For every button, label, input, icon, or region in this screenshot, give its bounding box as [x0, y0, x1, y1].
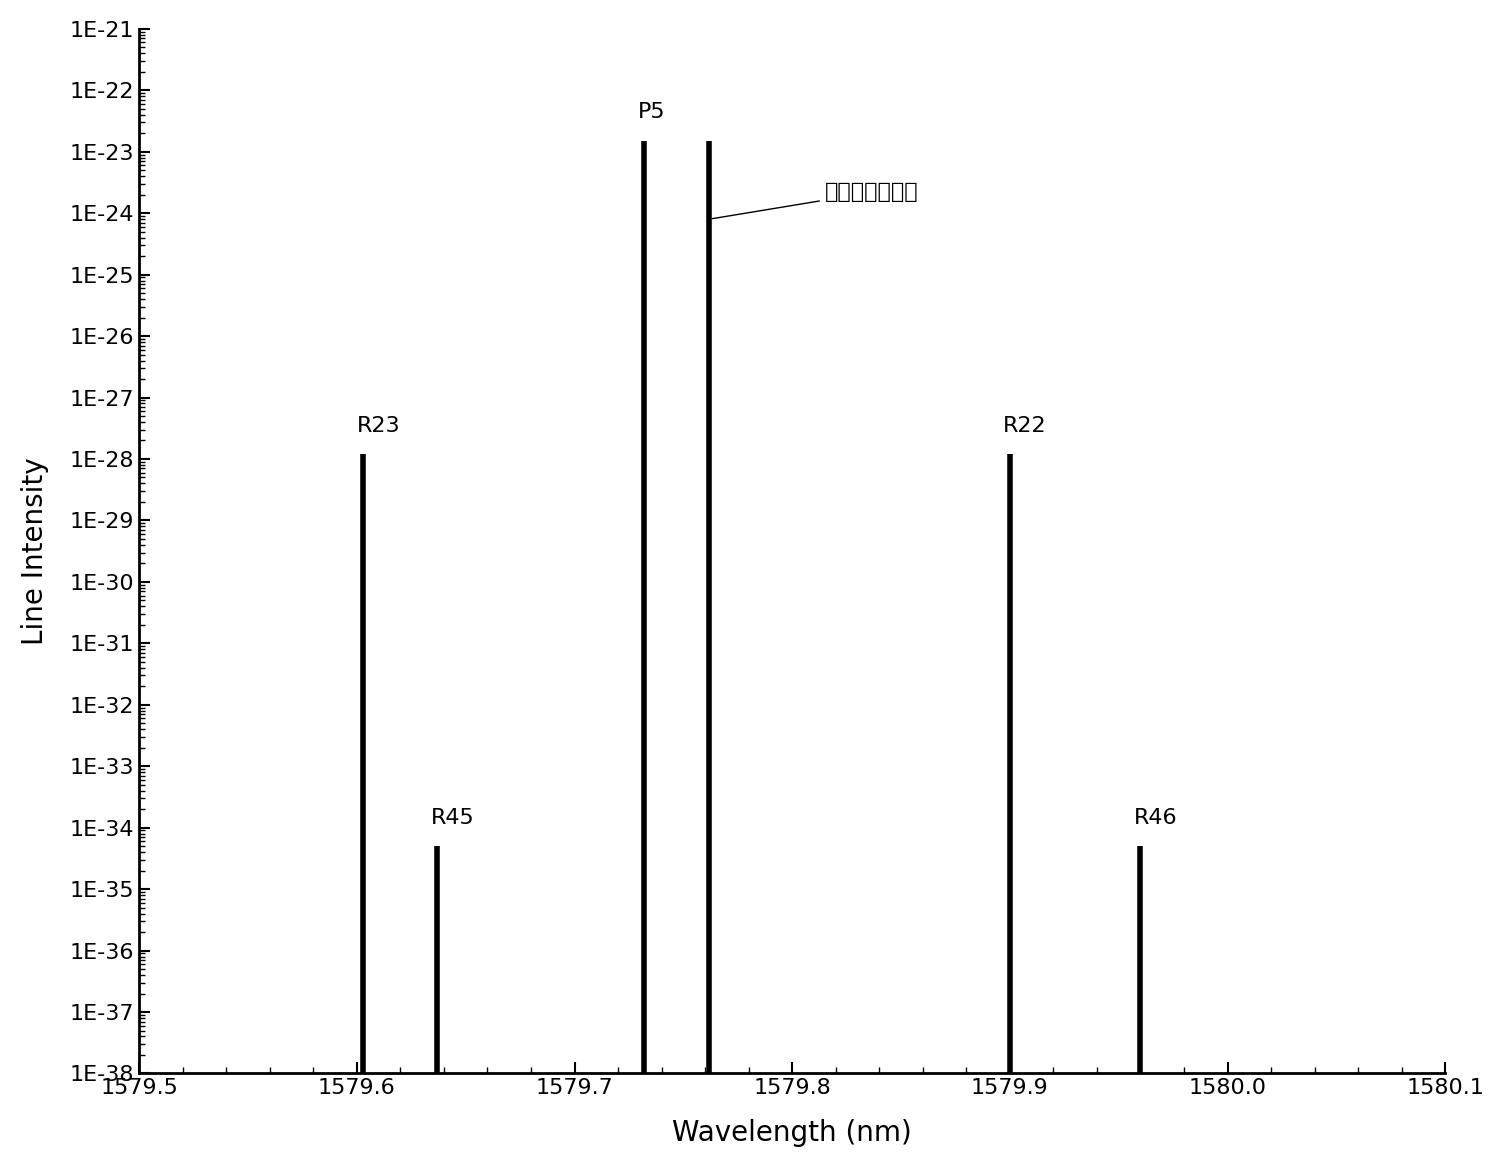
Text: R22: R22: [1004, 416, 1047, 436]
Text: R23: R23: [357, 416, 400, 436]
Text: R46: R46: [1133, 808, 1177, 828]
Text: P5: P5: [638, 103, 665, 123]
Y-axis label: Line Intensity: Line Intensity: [21, 458, 48, 645]
Text: R45: R45: [430, 808, 474, 828]
Text: 某干扰气体谱线: 某干扰气体谱线: [712, 182, 918, 218]
X-axis label: Wavelength (nm): Wavelength (nm): [673, 1119, 912, 1147]
